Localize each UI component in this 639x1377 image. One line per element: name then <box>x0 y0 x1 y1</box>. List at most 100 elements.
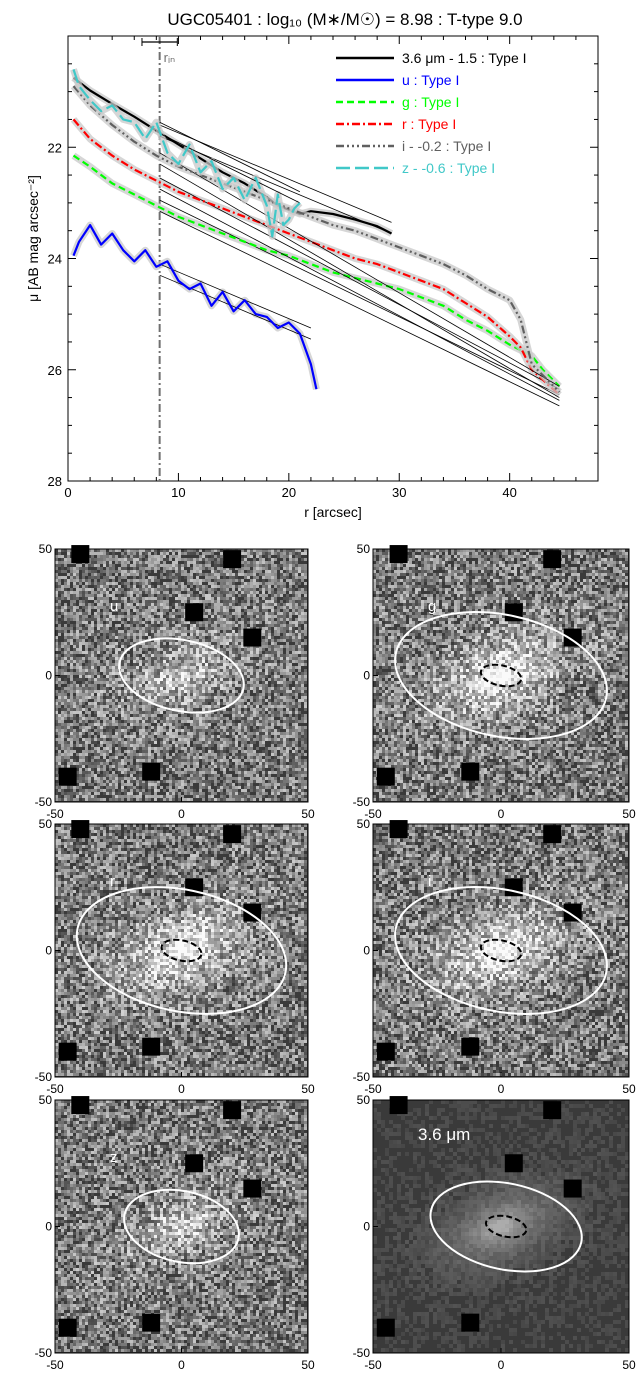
panel-pixel <box>127 552 130 555</box>
panel-pixel <box>178 585 181 588</box>
panel-pixel <box>121 588 124 591</box>
panel-pixel <box>199 585 202 588</box>
panel-pixel <box>121 564 124 567</box>
panel-pixel <box>196 576 199 579</box>
panel-pixel <box>145 582 148 585</box>
panel-pixel <box>289 570 292 573</box>
panel-pixel <box>61 594 64 597</box>
panel-pixel <box>277 552 280 555</box>
panel-pixel <box>100 585 103 588</box>
panel-pixel <box>154 552 157 555</box>
panel-pixel <box>67 594 70 597</box>
panel-pixel <box>256 567 259 570</box>
panel-pixel <box>193 561 196 564</box>
panel-pixel <box>178 567 181 570</box>
panel-pixel <box>253 564 256 567</box>
panel-pixel <box>286 573 289 576</box>
panel-pixel <box>271 564 274 567</box>
panel-pixel <box>88 564 91 567</box>
panel-pixel <box>187 564 190 567</box>
panel-pixel <box>73 573 76 576</box>
panel-pixel <box>241 567 244 570</box>
panel-pixel <box>112 564 115 567</box>
panel-pixel <box>76 582 79 585</box>
panel-pixel <box>136 567 139 570</box>
panel-pixel <box>58 555 61 558</box>
panel-pixel <box>244 564 247 567</box>
panel-pixel <box>289 564 292 567</box>
y-tick-label: 22 <box>48 140 62 155</box>
panel-pixel <box>139 555 142 558</box>
panel-pixel <box>130 555 133 558</box>
panel-pixel <box>178 552 181 555</box>
panel-pixel <box>91 561 94 564</box>
panel-pixel <box>181 567 184 570</box>
panel-pixel <box>283 585 286 588</box>
panel-pixel <box>166 573 169 576</box>
panel-pixel <box>97 582 100 585</box>
panel-pixel <box>241 588 244 591</box>
panel-pixel <box>67 582 70 585</box>
panel-pixel <box>91 576 94 579</box>
panel-pixel <box>82 576 85 579</box>
panel-pixel <box>109 561 112 564</box>
panel-pixel <box>124 555 127 558</box>
panel-pixel <box>193 588 196 591</box>
panel-pixel <box>157 558 160 561</box>
panel-pixel <box>106 558 109 561</box>
panel-pixel <box>262 552 265 555</box>
panel-pixel <box>160 570 163 573</box>
panel-pixel <box>124 552 127 555</box>
panel-pixel <box>256 576 259 579</box>
panel-pixel <box>277 567 280 570</box>
panel-pixel <box>235 576 238 579</box>
panel-pixel <box>247 588 250 591</box>
panel-pixel <box>94 585 97 588</box>
panel-pixel <box>175 555 178 558</box>
panel-pixel <box>175 561 178 564</box>
panel-pixel <box>67 567 70 570</box>
panel-pixel <box>223 591 226 594</box>
panel-pixel <box>250 564 253 567</box>
panel-pixel <box>220 552 223 555</box>
panel-pixel <box>172 561 175 564</box>
panel-pixel <box>199 579 202 582</box>
panel-pixel <box>178 555 181 558</box>
panel-pixel <box>145 564 148 567</box>
panel-pixel <box>118 579 121 582</box>
panel-pixel <box>190 561 193 564</box>
panel-pixel <box>76 567 79 570</box>
panel-pixel <box>136 591 139 594</box>
panel-pixel <box>301 567 304 570</box>
panel-pixel <box>178 591 181 594</box>
panel-pixel <box>76 570 79 573</box>
panel-pixel <box>298 567 301 570</box>
panel-pixel <box>103 582 106 585</box>
panel-pixel <box>190 558 193 561</box>
panel-pixel <box>67 555 70 558</box>
panel-pixel <box>157 588 160 591</box>
panel-pixel <box>229 582 232 585</box>
panel-pixel <box>250 552 253 555</box>
panel-pixel <box>112 585 115 588</box>
panel-pixel <box>220 555 223 558</box>
panel-pixel <box>82 570 85 573</box>
panel-pixel <box>100 555 103 558</box>
panel-pixel <box>238 579 241 582</box>
panel-pixel <box>271 561 274 564</box>
panel-pixel <box>151 561 154 564</box>
panel-pixel <box>253 576 256 579</box>
panel-pixel <box>133 564 136 567</box>
panel-pixel <box>142 582 145 585</box>
panel-pixel <box>280 552 283 555</box>
panel-pixel <box>94 561 97 564</box>
panel-pixel <box>136 552 139 555</box>
panel-pixel <box>64 555 67 558</box>
panel-pixel <box>268 591 271 594</box>
panel-pixel <box>142 555 145 558</box>
panel-pixel <box>139 570 142 573</box>
x-tick-label: 0 <box>64 485 71 500</box>
panel-pixel <box>292 564 295 567</box>
panel-pixel <box>259 561 262 564</box>
series-error-band <box>74 156 560 387</box>
